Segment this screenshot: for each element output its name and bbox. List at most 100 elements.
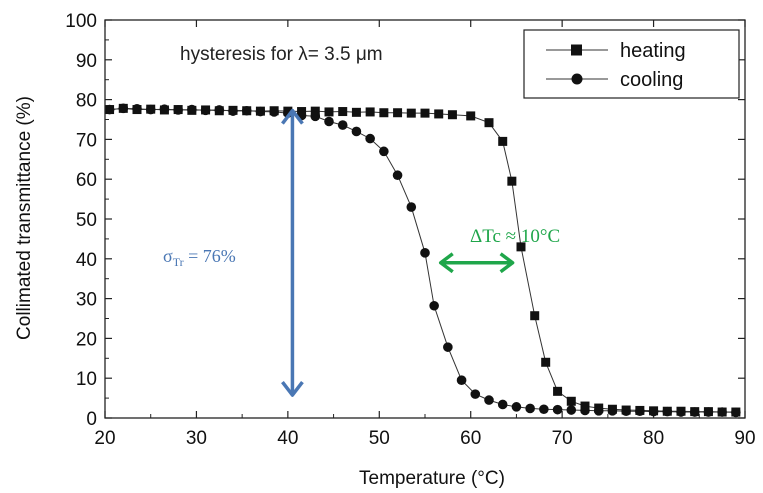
- y-tick-label: 50: [76, 210, 97, 231]
- point-heating: [338, 107, 348, 117]
- chart-annotation: hysteresis for λ= 3.5 μm: [180, 44, 383, 65]
- point-cooling: [351, 126, 362, 137]
- point-cooling: [379, 146, 389, 157]
- point-cooling: [228, 106, 238, 116]
- point-cooling: [703, 407, 714, 417]
- point-heating: [310, 106, 320, 116]
- point-heating: [447, 110, 457, 120]
- sigma-subscript: Tr: [173, 255, 184, 269]
- point-cooling: [717, 407, 727, 417]
- sigma-arrow-head-top: [281, 108, 304, 125]
- x-tick-label: 70: [552, 428, 573, 449]
- point-cooling: [132, 103, 142, 114]
- plot-frame: [104, 19, 746, 419]
- legend-marker-cooling: [571, 73, 583, 85]
- point-cooling: [566, 405, 577, 415]
- series-cooling: [104, 103, 741, 418]
- point-cooling: [456, 375, 467, 385]
- sigma-symbol: σ: [163, 246, 173, 266]
- point-heating: [406, 108, 416, 118]
- point-cooling: [241, 105, 252, 116]
- y-axis-title: Collimated transmittance (%): [14, 96, 35, 340]
- point-cooling: [635, 406, 645, 417]
- series-layer: [104, 103, 741, 418]
- point-heating: [324, 107, 334, 117]
- point-cooling: [497, 399, 508, 410]
- point-heating: [484, 118, 494, 128]
- legend: heating cooling: [523, 29, 740, 99]
- y-tick-label: 100: [65, 11, 97, 32]
- point-heating: [393, 108, 403, 118]
- x-tick-label: 80: [643, 428, 664, 449]
- y-tick-label: 40: [76, 250, 97, 271]
- point-cooling: [607, 406, 618, 416]
- point-cooling: [511, 402, 522, 412]
- x-tick-label: 60: [460, 428, 481, 449]
- point-heating: [379, 108, 389, 118]
- point-cooling: [145, 104, 156, 115]
- legend-box: [523, 29, 740, 99]
- point-heating: [434, 109, 444, 119]
- point-cooling: [470, 389, 481, 399]
- tick-layer: 20 30 40 50 60 70 80 90 0 10 20 30 40 50 60 70 80 90 100: [65, 11, 755, 449]
- y-tick-label: 30: [76, 290, 97, 311]
- y-tick-label: 0: [86, 409, 97, 430]
- point-heating: [420, 108, 430, 118]
- point-heating: [466, 111, 476, 121]
- legend-marker-heating: [571, 44, 582, 56]
- point-heating: [516, 242, 526, 252]
- point-cooling: [648, 406, 659, 417]
- point-cooling: [310, 111, 321, 122]
- x-tick-label: 90: [734, 428, 755, 449]
- point-heating: [566, 396, 576, 406]
- delta-arrow-head-right: [499, 252, 515, 274]
- point-cooling: [173, 105, 183, 115]
- point-cooling: [443, 342, 453, 352]
- point-cooling: [118, 103, 129, 114]
- y-tick-label: 80: [76, 91, 97, 112]
- point-cooling: [420, 248, 430, 258]
- point-heating: [351, 107, 361, 117]
- point-heating: [553, 386, 563, 396]
- x-tick-label: 30: [186, 428, 207, 449]
- point-cooling: [324, 116, 334, 127]
- point-cooling: [593, 406, 604, 416]
- point-cooling: [104, 104, 115, 115]
- delta-tc-label: ΔTc ≈ 10°C: [470, 226, 560, 247]
- point-cooling: [159, 104, 170, 114]
- y-tick-label: 20: [76, 329, 97, 350]
- point-heating: [507, 176, 517, 186]
- x-tick-label: 20: [94, 428, 115, 449]
- sigma-arrow-head-bottom: [281, 381, 304, 397]
- point-heating: [530, 311, 540, 321]
- point-cooling: [676, 407, 686, 417]
- y-tick-label: 60: [76, 170, 97, 191]
- x-tick-label: 50: [369, 428, 390, 449]
- point-cooling: [484, 395, 494, 405]
- sigma-label: σTr = 76%: [163, 246, 236, 269]
- point-cooling: [552, 404, 563, 415]
- point-cooling: [269, 107, 279, 117]
- overlay-layer: [281, 108, 515, 397]
- legend-label-heating: heating: [620, 40, 686, 62]
- point-cooling: [255, 106, 266, 117]
- point-cooling: [731, 407, 741, 418]
- sigma-value: = 76%: [184, 246, 236, 266]
- x-tick-label: 40: [277, 428, 298, 449]
- y-tick-label: 10: [76, 369, 97, 390]
- point-cooling: [621, 406, 631, 417]
- y-tick-label: 70: [76, 130, 97, 151]
- delta-arrow-head-left: [438, 252, 454, 274]
- point-cooling: [392, 170, 403, 181]
- point-cooling: [214, 105, 225, 115]
- legend-label-cooling: cooling: [620, 69, 683, 91]
- y-tick-label: 90: [76, 51, 97, 72]
- point-cooling: [539, 404, 549, 415]
- point-cooling: [429, 300, 439, 311]
- x-axis-title: Temperature (°C): [359, 468, 505, 489]
- point-cooling: [187, 104, 197, 115]
- point-cooling: [365, 133, 375, 144]
- point-cooling: [406, 202, 417, 212]
- point-heating: [365, 107, 375, 117]
